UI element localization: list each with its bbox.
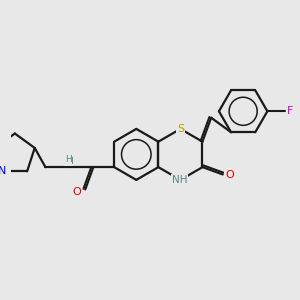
Text: O: O <box>72 187 81 197</box>
Text: H: H <box>64 155 72 165</box>
Text: H: H <box>65 155 72 165</box>
Text: F: F <box>287 106 293 116</box>
Text: N: N <box>0 166 7 176</box>
Text: S: S <box>177 124 184 134</box>
Text: NH: NH <box>172 175 187 185</box>
Text: H: H <box>66 157 73 166</box>
Text: H: H <box>65 155 72 164</box>
Text: O: O <box>225 169 234 179</box>
